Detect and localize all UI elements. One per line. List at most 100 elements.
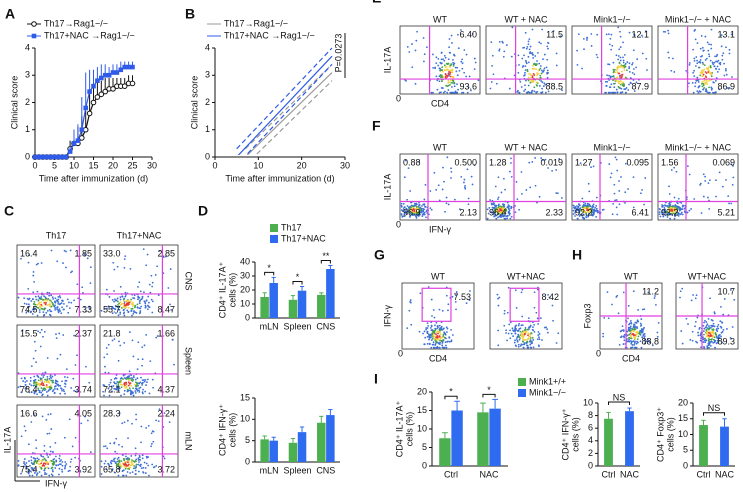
flow-dot <box>585 216 587 218</box>
flow-dot <box>130 298 133 301</box>
flow-dot <box>509 321 512 324</box>
flow-dot <box>515 307 518 309</box>
flow-dot <box>103 356 106 359</box>
flow-dot <box>410 212 412 215</box>
y-tick-label: 20 <box>417 386 427 396</box>
point <box>114 70 120 75</box>
flow-dot <box>610 33 613 36</box>
flow-dot <box>643 339 646 341</box>
flow-dot <box>58 473 60 476</box>
flow-dot <box>132 375 135 377</box>
flow-dot <box>450 167 452 170</box>
flow-dot <box>691 82 694 84</box>
flow-dot <box>120 465 123 468</box>
flow-dot <box>457 33 459 36</box>
flow-dot <box>41 374 43 376</box>
flow-dot <box>118 340 120 343</box>
flow-dot <box>42 335 44 338</box>
flow-dot <box>445 331 448 333</box>
quadrant-value: 2.37 <box>74 328 92 338</box>
quadrant-value: 16.6 <box>20 408 38 418</box>
flow-dot <box>512 329 514 332</box>
flow-dot <box>428 338 430 341</box>
flow-dot <box>22 465 25 468</box>
plot-title: WT <box>433 14 447 24</box>
quadrant-value: 4.37 <box>157 384 175 394</box>
flow-dot <box>121 302 124 305</box>
flow-dot <box>662 30 665 33</box>
flow-dot <box>448 73 450 76</box>
flow-dot <box>673 196 676 199</box>
flow-dot <box>622 81 625 84</box>
flow-plot-frame <box>657 25 739 95</box>
axis-label: Clinical score <box>9 76 19 130</box>
flow-dot <box>450 82 453 84</box>
flow-dot <box>135 418 138 421</box>
flow-dot <box>527 61 530 64</box>
flow-dot <box>670 69 673 72</box>
flow-dot <box>711 319 714 322</box>
flow-dot <box>516 339 519 342</box>
flow-dot <box>473 68 476 70</box>
flow-dot <box>51 381 54 384</box>
flow-dot <box>451 295 454 298</box>
flow-dot <box>62 334 65 336</box>
flow-dot <box>138 302 141 305</box>
flow-dot <box>494 185 497 188</box>
flow-dot <box>418 201 420 204</box>
flow-dot <box>26 310 29 312</box>
flow-dot <box>131 471 134 474</box>
flow-dot <box>713 61 716 64</box>
legend-swatch <box>518 378 526 386</box>
flow-dot <box>669 217 672 220</box>
bar <box>317 422 326 462</box>
flow-dot <box>154 274 157 276</box>
flow-dot <box>88 381 91 384</box>
flow-dot <box>620 335 623 338</box>
flow-dot <box>471 183 474 186</box>
flow-dot <box>114 308 117 311</box>
flow-dot <box>619 59 622 62</box>
flow-dot <box>546 72 549 75</box>
flow-dot <box>594 210 597 212</box>
point <box>110 70 116 75</box>
flow-dot <box>507 286 510 289</box>
flow-dot <box>610 172 613 175</box>
flow-dot <box>656 331 659 334</box>
flow-dot <box>146 378 149 381</box>
flow-dot <box>490 41 493 44</box>
flow-dot <box>428 342 431 345</box>
flow-dot <box>532 326 534 328</box>
flow-dot <box>418 210 420 213</box>
flow-dot <box>133 310 135 312</box>
flow-dot <box>695 340 697 343</box>
flow-dot <box>50 377 53 379</box>
flow-dot <box>124 467 127 470</box>
plot-title: WT <box>624 271 638 281</box>
flow-dot <box>506 339 508 342</box>
quadrant-value: 2.24 <box>157 408 175 418</box>
flow-dot <box>155 464 158 467</box>
flow-dot <box>434 335 436 338</box>
flow-dot <box>409 299 412 301</box>
flow-dot <box>543 69 545 72</box>
flow-dot <box>123 300 125 302</box>
flow-dot <box>44 371 47 374</box>
flow-dot <box>645 340 648 343</box>
flow-dot <box>83 306 86 308</box>
flow-dot <box>48 299 51 302</box>
flow-dot <box>540 157 543 159</box>
flow-dot <box>45 391 48 393</box>
flow-dot <box>452 59 454 61</box>
flow-dot <box>147 464 150 467</box>
flow-dot <box>129 464 132 467</box>
flow-dot <box>111 390 113 393</box>
flow-dot <box>63 376 66 378</box>
flow-dot <box>40 301 43 304</box>
flow-dot <box>65 266 67 269</box>
flow-dot <box>420 207 423 210</box>
flow-dot <box>510 157 512 160</box>
flow-dot <box>430 346 433 349</box>
significance-label: * <box>296 272 300 282</box>
flow-dot <box>707 196 709 199</box>
